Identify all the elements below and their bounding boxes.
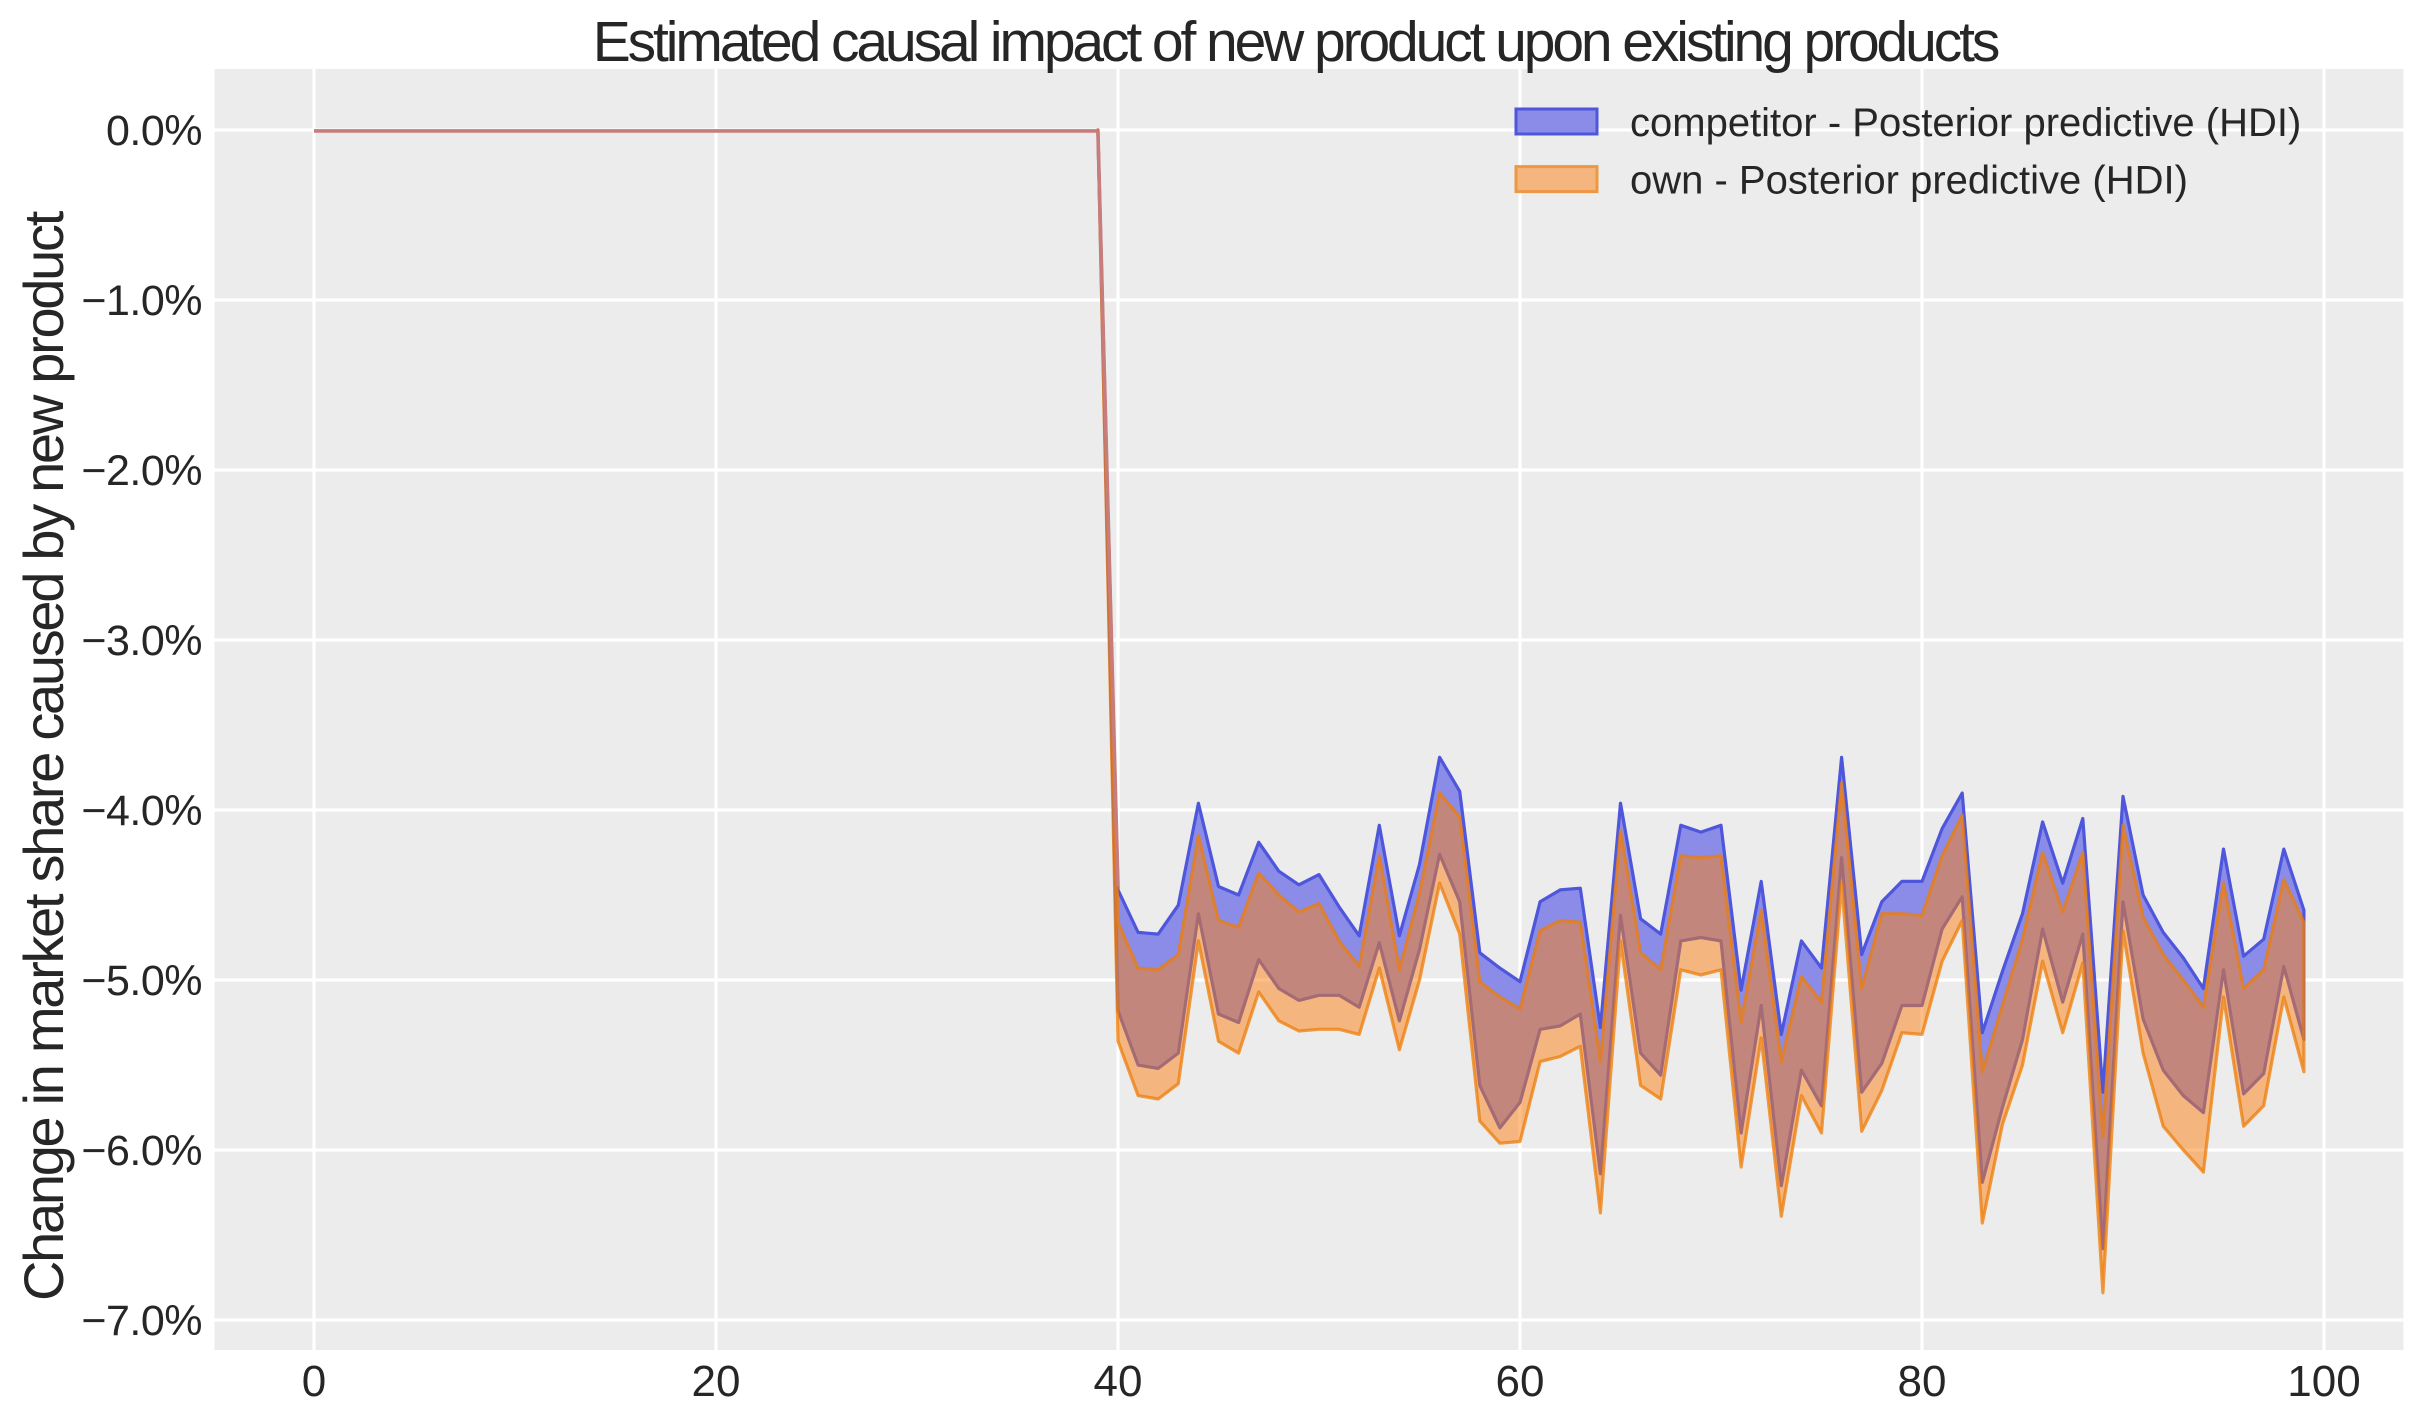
svg-text:Estimated causal impact of new: Estimated causal impact of new product u… (593, 10, 1999, 74)
svg-text:−6.0%: −6.0% (81, 1127, 202, 1175)
svg-text:0: 0 (302, 1357, 326, 1406)
svg-text:−3.0%: −3.0% (81, 617, 202, 665)
svg-text:60: 60 (1496, 1357, 1545, 1406)
svg-text:competitor - Posterior predict: competitor - Posterior predictive (HDI) (1630, 101, 2301, 145)
svg-text:0.0%: 0.0% (106, 107, 202, 155)
svg-text:−7.0%: −7.0% (81, 1297, 202, 1345)
svg-text:80: 80 (1898, 1357, 1947, 1406)
svg-text:own - Posterior predictive (HD: own - Posterior predictive (HDI) (1630, 159, 2188, 203)
svg-text:−5.0%: −5.0% (81, 957, 202, 1005)
svg-text:40: 40 (1094, 1357, 1143, 1406)
svg-text:100: 100 (2287, 1357, 2360, 1406)
svg-text:20: 20 (692, 1357, 741, 1406)
svg-text:−2.0%: −2.0% (81, 447, 202, 495)
svg-text:Change in market share caused: Change in market share caused by new pro… (12, 210, 75, 1301)
svg-text:−4.0%: −4.0% (81, 787, 202, 835)
svg-text:−1.0%: −1.0% (81, 277, 202, 325)
